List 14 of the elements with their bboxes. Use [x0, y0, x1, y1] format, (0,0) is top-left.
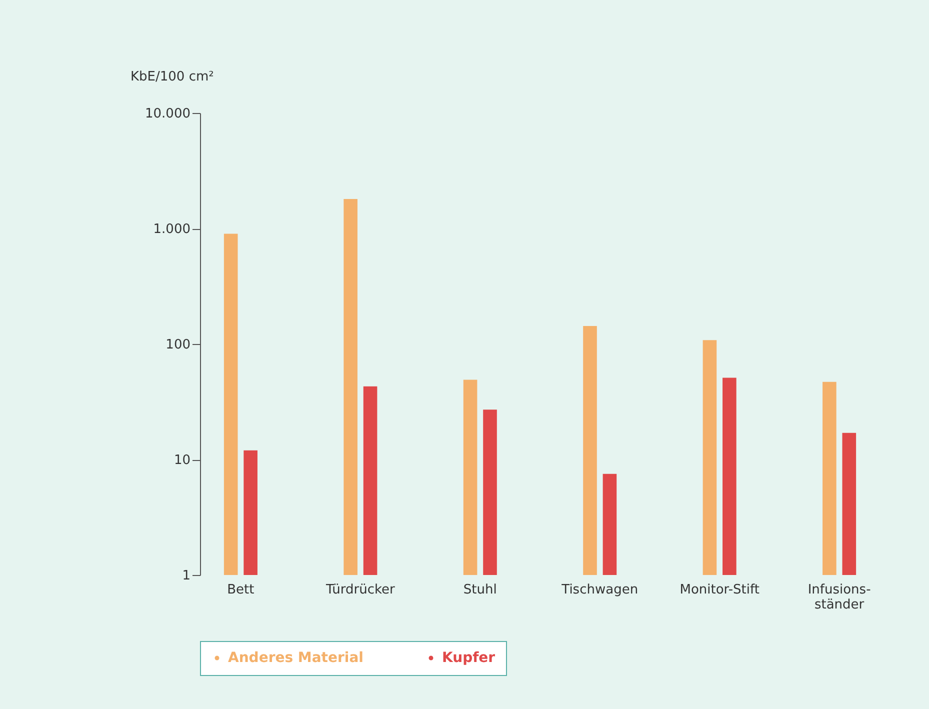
legend-label: Anderes Material — [228, 650, 364, 666]
y-tick-label: 100 — [166, 338, 190, 352]
y-tick-label: 10.000 — [145, 106, 190, 122]
y-tick-label: 1 — [182, 568, 190, 584]
x-tick-label: Tischwagen — [560, 582, 638, 598]
x-tick-label: Monitor-Stift — [680, 582, 760, 598]
y-tick-label: 1.000 — [153, 222, 190, 237]
y-tick-label: 10 — [174, 453, 190, 468]
y-axis-title: KbE/100 cm² — [130, 70, 214, 84]
x-tick-label: Bett — [227, 582, 254, 598]
x-tick-label: Infusions- ständer — [808, 582, 872, 612]
legend-label: Kupfer — [442, 650, 496, 666]
x-tick-label: Stuhl — [463, 582, 497, 598]
x-tick-label: Türdrücker — [324, 582, 396, 598]
